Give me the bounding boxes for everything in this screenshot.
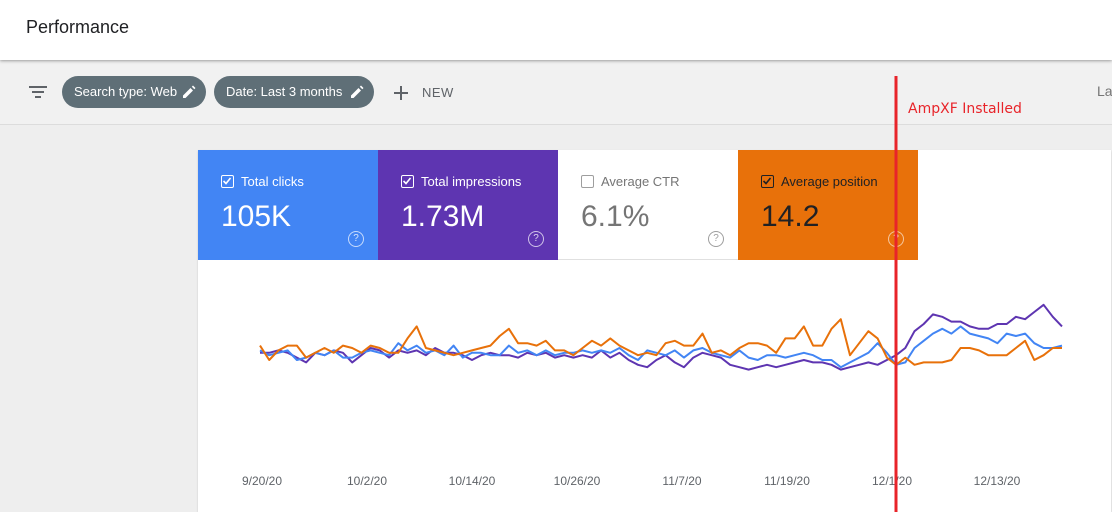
checkbox-checked-icon[interactable]	[221, 175, 234, 188]
new-filter-label: NEW	[422, 85, 454, 100]
x-tick-label: 12/13/20	[974, 474, 1021, 488]
series-line-total-clicks	[259, 325, 1063, 369]
search-type-chip[interactable]: Search type: Web	[62, 76, 206, 108]
page-header: Performance	[0, 0, 1112, 60]
help-icon[interactable]: ?	[348, 231, 364, 247]
metric-value: 14.2	[761, 200, 820, 233]
help-icon[interactable]: ?	[708, 231, 724, 247]
metric-value: 1.73M	[401, 200, 485, 233]
series-line-average-position	[259, 318, 1062, 366]
edit-icon	[183, 85, 196, 98]
annotation-label: AmpXF Installed	[908, 101, 1022, 117]
metric-label: Average CTR	[601, 174, 680, 189]
search-type-chip-label: Search type: Web	[74, 84, 178, 99]
date-range-chip[interactable]: Date: Last 3 months	[214, 76, 374, 108]
x-tick-label: 9/20/20	[242, 474, 282, 488]
metric-total-clicks[interactable]: Total clicks 105K ?	[198, 150, 378, 260]
checkbox-checked-icon[interactable]	[761, 175, 774, 188]
x-tick-label: 10/2/20	[347, 474, 387, 488]
metric-average-ctr[interactable]: Average CTR 6.1% ?	[558, 150, 738, 260]
edit-icon	[351, 85, 364, 98]
metric-value: 105K	[221, 200, 292, 233]
x-tick-label: 10/26/20	[554, 474, 601, 488]
metric-total-impressions[interactable]: Total impressions 1.73M ?	[378, 150, 558, 260]
metric-label: Total impressions	[421, 174, 522, 189]
series-line-total-impressions	[260, 303, 1063, 371]
checkbox-unchecked-icon[interactable]	[581, 175, 594, 188]
metric-label: Average position	[781, 174, 878, 189]
x-tick-label: 12/1/20	[872, 474, 912, 488]
x-tick-label: 11/19/20	[764, 474, 810, 488]
page-title: Performance	[26, 17, 130, 37]
checkbox-checked-icon[interactable]	[401, 175, 414, 188]
metric-label: Total clicks	[241, 174, 304, 189]
x-tick-label: 11/7/20	[662, 474, 701, 488]
metric-average-position[interactable]: Average position 14.2 ?	[738, 150, 918, 260]
date-chip-label: Date: Last 3 months	[226, 84, 343, 99]
performance-card: Total clicks 105K ? Total impressions 1.…	[198, 150, 1111, 512]
truncated-label: La	[1097, 83, 1112, 99]
plus-icon	[394, 86, 408, 100]
help-icon[interactable]: ?	[528, 231, 544, 247]
x-tick-label: 10/14/20	[449, 474, 496, 488]
metric-value: 6.1%	[581, 200, 650, 233]
filter-bar: Search type: Web Date: Last 3 months NEW…	[0, 61, 1112, 125]
filter-icon[interactable]	[28, 83, 48, 101]
